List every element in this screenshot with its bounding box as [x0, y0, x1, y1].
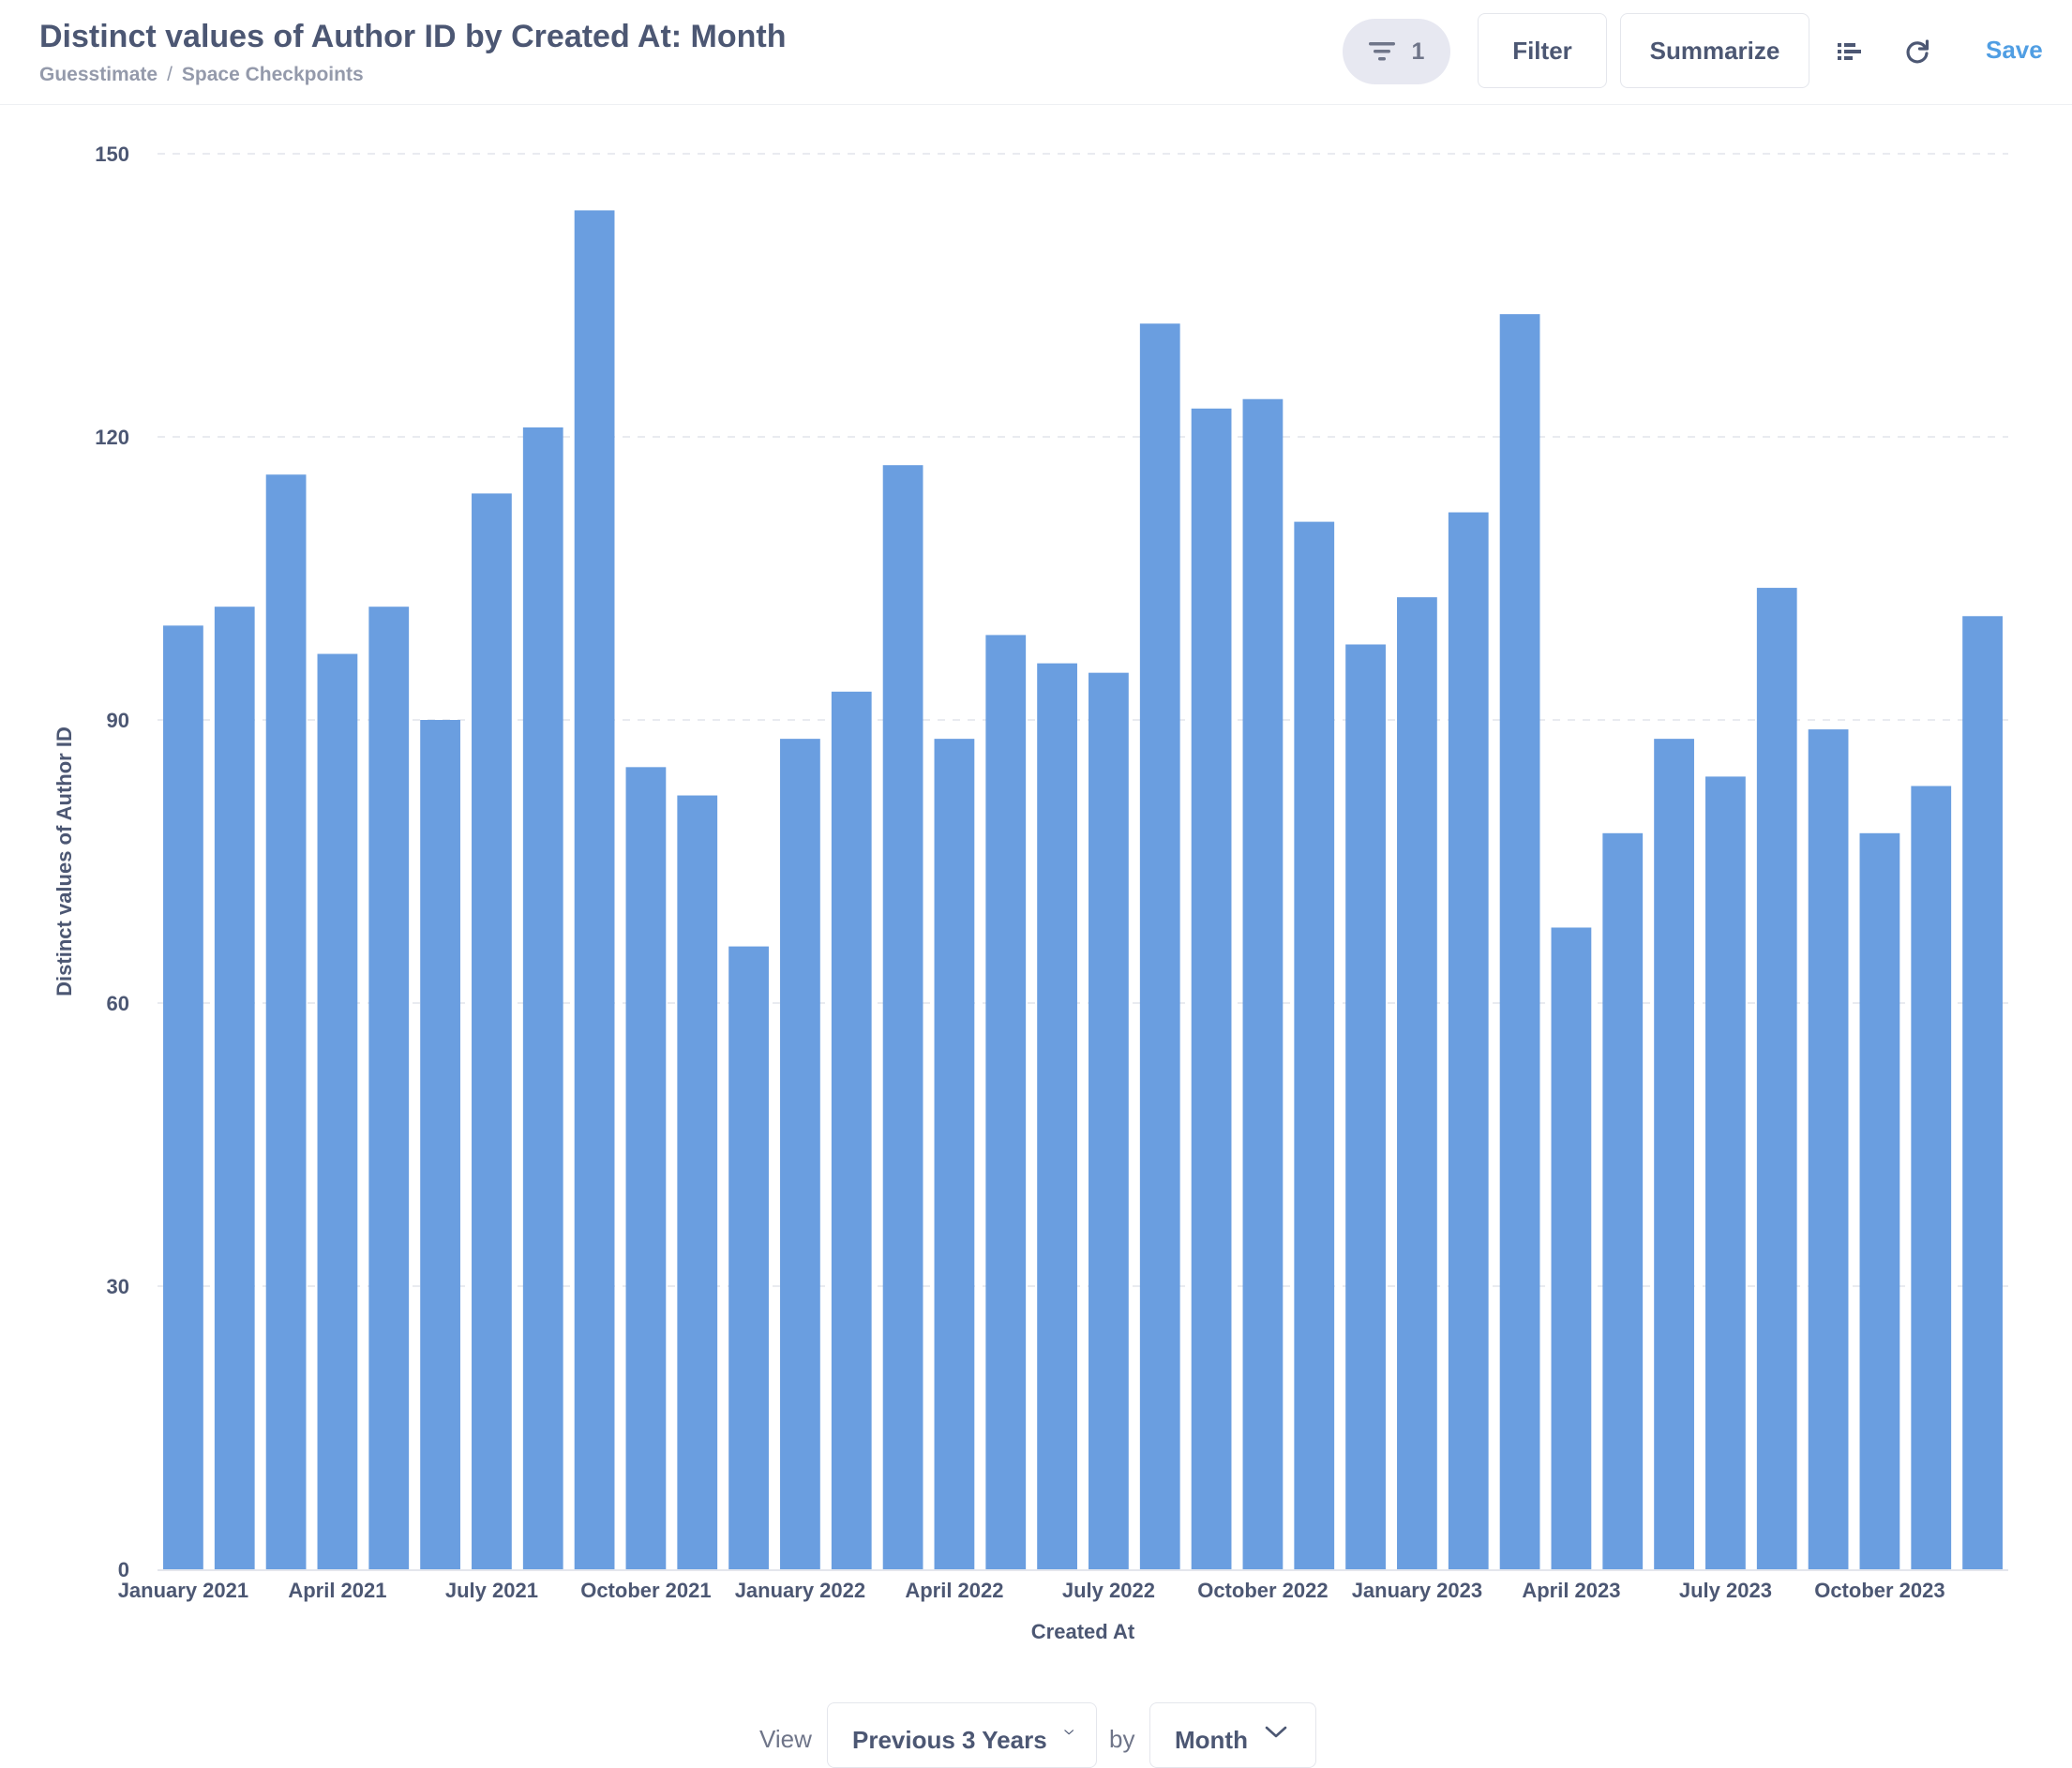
bar[interactable]: November 2023: 83 — [1911, 786, 1952, 1569]
breadcrumb-table[interactable]: Space Checkpoints — [181, 64, 364, 85]
bar[interactable]: August 2022: 132 — [1139, 323, 1180, 1570]
bar[interactable]: February 2022: 93 — [831, 691, 872, 1569]
y-axis-label: Distinct values of Author ID — [53, 727, 76, 996]
filter-count-pill[interactable]: 1 — [1343, 19, 1450, 84]
bar[interactable]: October 2023: 78 — [1859, 832, 1900, 1569]
bar[interactable]: June 2022: 96 — [1037, 663, 1077, 1569]
chevron-down-icon — [1265, 1726, 1287, 1738]
bar[interactable]: December 2023: 101 — [1962, 616, 2003, 1569]
bar[interactable]: April 2022: 88 — [934, 739, 975, 1569]
x-tick-label: July 2022 — [1062, 1579, 1155, 1602]
bar[interactable]: December 2022: 98 — [1345, 644, 1386, 1569]
filter-funnel-icon — [1368, 42, 1395, 61]
y-tick-label: 150 — [95, 142, 129, 166]
chart-bars: January 2021: 100February 2021: 102March… — [163, 210, 2003, 1570]
bar[interactable]: November 2021: 82 — [677, 795, 718, 1569]
bar[interactable]: September 2022: 123 — [1191, 408, 1232, 1569]
y-axis-ticks: 0 30 60 90 120 150 — [95, 142, 129, 1581]
x-tick-label: July 2021 — [445, 1579, 538, 1602]
bar[interactable]: March 2022: 117 — [882, 465, 923, 1570]
bar[interactable]: January 2023: 103 — [1397, 597, 1437, 1570]
x-tick-label: April 2021 — [288, 1579, 386, 1602]
bar[interactable]: October 2021: 85 — [625, 767, 667, 1569]
filter-count: 1 — [1411, 37, 1425, 65]
show-editor-button[interactable] — [1826, 28, 1873, 75]
bar[interactable]: April 2021: 97 — [317, 653, 358, 1569]
bar[interactable]: September 2023: 89 — [1808, 729, 1849, 1569]
filter-button[interactable]: Filter — [1478, 13, 1607, 88]
bar[interactable]: February 2021: 102 — [214, 607, 255, 1570]
summarize-button[interactable]: Summarize — [1620, 13, 1809, 88]
y-tick-label: 30 — [107, 1275, 129, 1298]
x-tick-label: October 2022 — [1197, 1579, 1328, 1602]
bar[interactable]: May 2021: 102 — [368, 607, 410, 1570]
y-tick-label: 60 — [107, 992, 129, 1015]
breadcrumb-separator: / — [167, 64, 173, 85]
refresh-icon — [1906, 39, 1929, 64]
time-unit-value: Month — [1175, 1726, 1248, 1754]
view-label: View — [759, 1725, 812, 1753]
date-range-value: Previous 3 Years — [852, 1726, 1047, 1754]
x-tick-label: April 2022 — [905, 1579, 1003, 1602]
bar[interactable]: January 2021: 100 — [163, 625, 203, 1569]
x-tick-label: October 2021 — [580, 1579, 711, 1602]
bar[interactable]: December 2021: 66 — [728, 946, 769, 1569]
bulleted-list-icon — [1838, 43, 1861, 60]
refresh-button[interactable] — [1894, 28, 1941, 75]
bar[interactable]: August 2021: 121 — [522, 427, 563, 1569]
bar[interactable]: February 2023: 112 — [1448, 512, 1489, 1569]
x-axis-ticks: January 2021 April 2021 July 2021 October 2… — [118, 1579, 1945, 1602]
x-tick-label: July 2023 — [1679, 1579, 1772, 1602]
x-tick-label: January 2023 — [1352, 1579, 1482, 1602]
x-tick-label: January 2022 — [735, 1579, 865, 1602]
time-unit-select[interactable]: Month — [1149, 1702, 1316, 1768]
bar[interactable]: August 2023: 104 — [1756, 588, 1797, 1569]
save-button[interactable]: Save — [1986, 36, 2043, 64]
page-title: Distinct values of Author ID by Created … — [39, 19, 787, 54]
date-range-select[interactable]: Previous 3 Years — [827, 1702, 1097, 1768]
x-tick-label: January 2021 — [118, 1579, 248, 1602]
x-tick-label: October 2023 — [1814, 1579, 1944, 1602]
y-tick-label: 90 — [107, 709, 129, 732]
y-tick-label: 0 — [118, 1558, 129, 1581]
breadcrumb: Guesstimate / Space Checkpoints — [39, 64, 364, 86]
bar[interactable]: July 2022: 95 — [1089, 672, 1129, 1569]
x-tick-label: April 2023 — [1522, 1579, 1620, 1602]
bar[interactable]: June 2021: 90 — [420, 720, 460, 1569]
bar[interactable]: May 2022: 99 — [985, 635, 1027, 1569]
query-header: Distinct values of Author ID by Created … — [0, 0, 2072, 105]
bar[interactable]: January 2022: 88 — [780, 739, 820, 1569]
by-label: by — [1109, 1725, 1135, 1753]
bar[interactable]: November 2022: 111 — [1294, 521, 1335, 1569]
bar[interactable]: October 2022: 124 — [1242, 398, 1284, 1569]
breadcrumb-database[interactable]: Guesstimate — [39, 64, 158, 85]
time-controls: View Previous 3 Years by Month — [0, 1702, 2072, 1768]
bar[interactable]: July 2021: 114 — [472, 493, 512, 1569]
bar[interactable]: May 2023: 78 — [1602, 832, 1644, 1569]
bar[interactable]: March 2021: 116 — [265, 474, 307, 1570]
bar[interactable]: June 2023: 88 — [1654, 739, 1694, 1569]
bar[interactable]: September 2021: 144 — [574, 210, 615, 1569]
x-axis-label: Created At — [1031, 1620, 1135, 1643]
bar[interactable]: July 2023: 84 — [1705, 776, 1746, 1569]
bar[interactable]: April 2023: 68 — [1551, 927, 1592, 1569]
bar[interactable]: March 2023: 133 — [1499, 314, 1540, 1570]
bar-chart: 0 30 60 90 120 150 January 2021: 100 February … — [53, 142, 2008, 1643]
chevron-down-icon — [1063, 1730, 1074, 1735]
y-tick-label: 120 — [95, 426, 129, 449]
